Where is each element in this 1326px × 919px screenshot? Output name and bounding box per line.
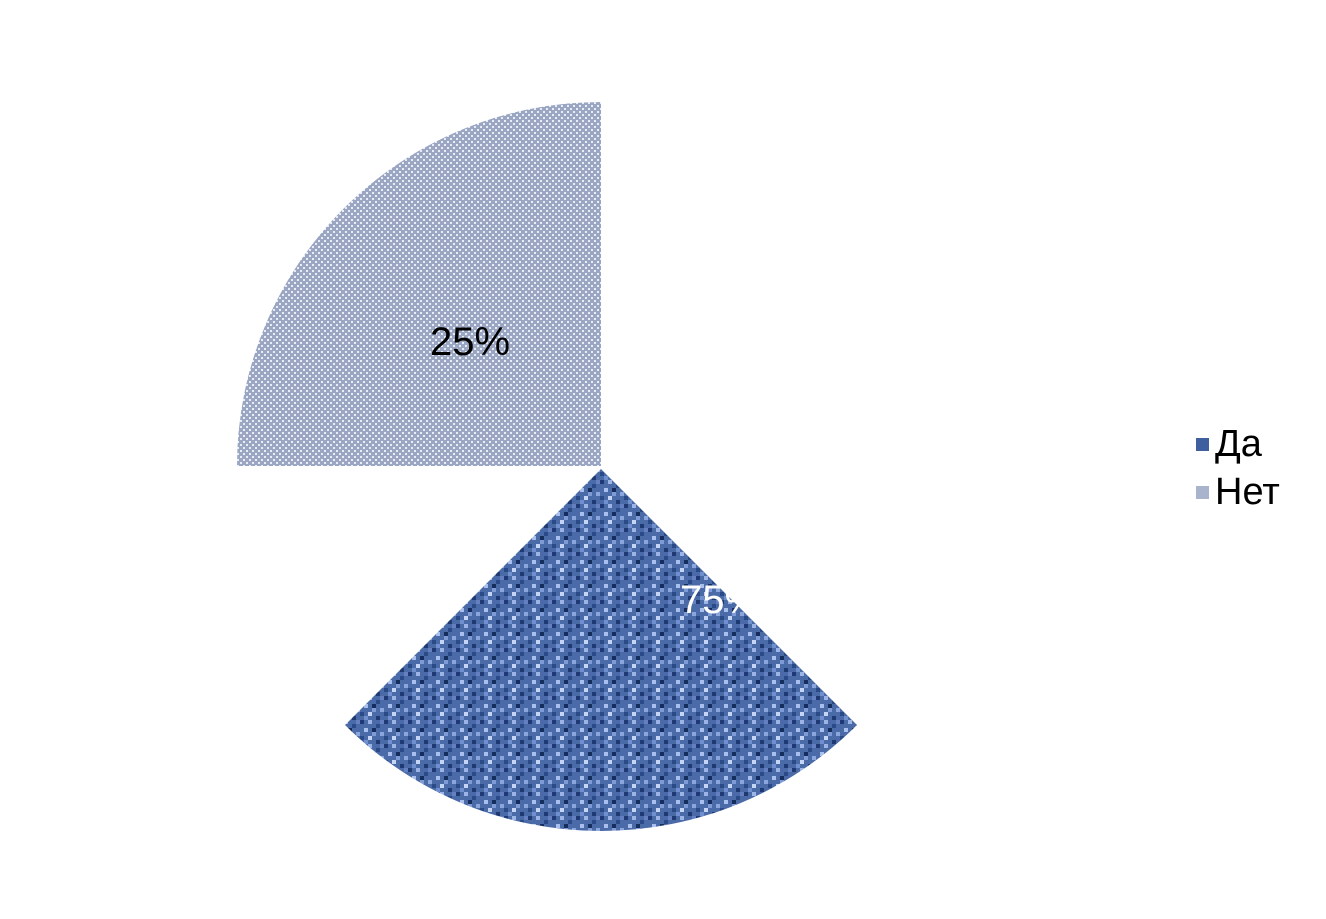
legend-label: Нет bbox=[1215, 471, 1280, 513]
legend-swatch-icon bbox=[1196, 437, 1209, 451]
legend-item-net: Нет bbox=[1196, 468, 1280, 516]
slice-label-da: 75% bbox=[680, 578, 760, 622]
pie-slice-net bbox=[237, 102, 601, 466]
legend-label: Да bbox=[1215, 423, 1262, 465]
pie-slice-da bbox=[345, 469, 857, 831]
legend: Да Нет bbox=[1196, 420, 1280, 516]
legend-item-da: Да bbox=[1196, 420, 1280, 468]
legend-swatch-icon bbox=[1196, 485, 1209, 499]
slice-label-net: 25% bbox=[430, 320, 510, 364]
